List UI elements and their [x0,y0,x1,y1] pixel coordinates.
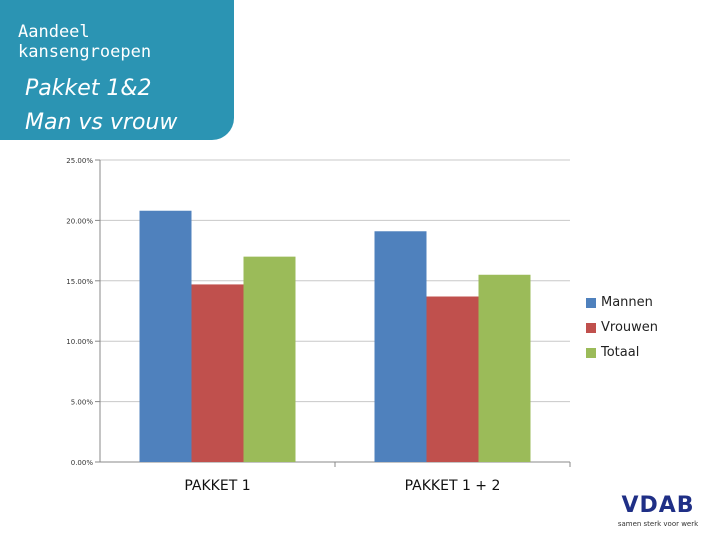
bar-vrouwen-1 [191,284,244,462]
legend-item-mannen: Mannen [586,290,658,315]
legend-item-vrouwen: Vrouwen [586,315,658,340]
y-tick-label: 15.00% [66,278,93,286]
title-panel: Aandeel kansengroepen Pakket 1&2 Man vs … [0,0,234,140]
bar-totaal-1 [243,256,296,462]
y-tick-label: 5.00% [71,399,94,407]
legend-swatch-vrouwen [586,322,596,333]
legend-item-totaal: Totaal [586,340,658,365]
bar-vrouwen-2 [426,296,479,462]
bar-totaal-2 [478,274,531,462]
legend-label-mannen: Mannen [601,295,653,310]
subtitle-line-2: Man vs vrouw [25,110,178,135]
legend-label-vrouwen: Vrouwen [601,320,659,335]
y-tick-label: 25.00% [66,157,93,165]
legend-swatch-totaal [586,347,596,358]
y-tick-label: 20.00% [66,217,93,225]
bar-mannen-2 [374,231,427,462]
chart-legend: Mannen Vrouwen Totaal [586,290,658,365]
legend-swatch-mannen [586,297,596,308]
vdab-logo: VDAB samen sterk voor werk [608,493,708,529]
subtitle-line-1: Pakket 1&2 [25,76,152,101]
logo-word: VDAB [621,493,695,518]
legend-label-totaal: Totaal [601,345,640,360]
bar-mannen-1 [139,210,192,462]
x-tick-label: PAKKET 1 [184,478,250,494]
y-tick-label: 0.00% [71,459,94,467]
logo-tagline: samen sterk voor werk [617,520,699,528]
page-title: Aandeel kansengroepen [18,22,152,62]
x-tick-label: PAKKET 1 + 2 [405,478,501,494]
y-tick-label: 10.00% [66,338,93,346]
